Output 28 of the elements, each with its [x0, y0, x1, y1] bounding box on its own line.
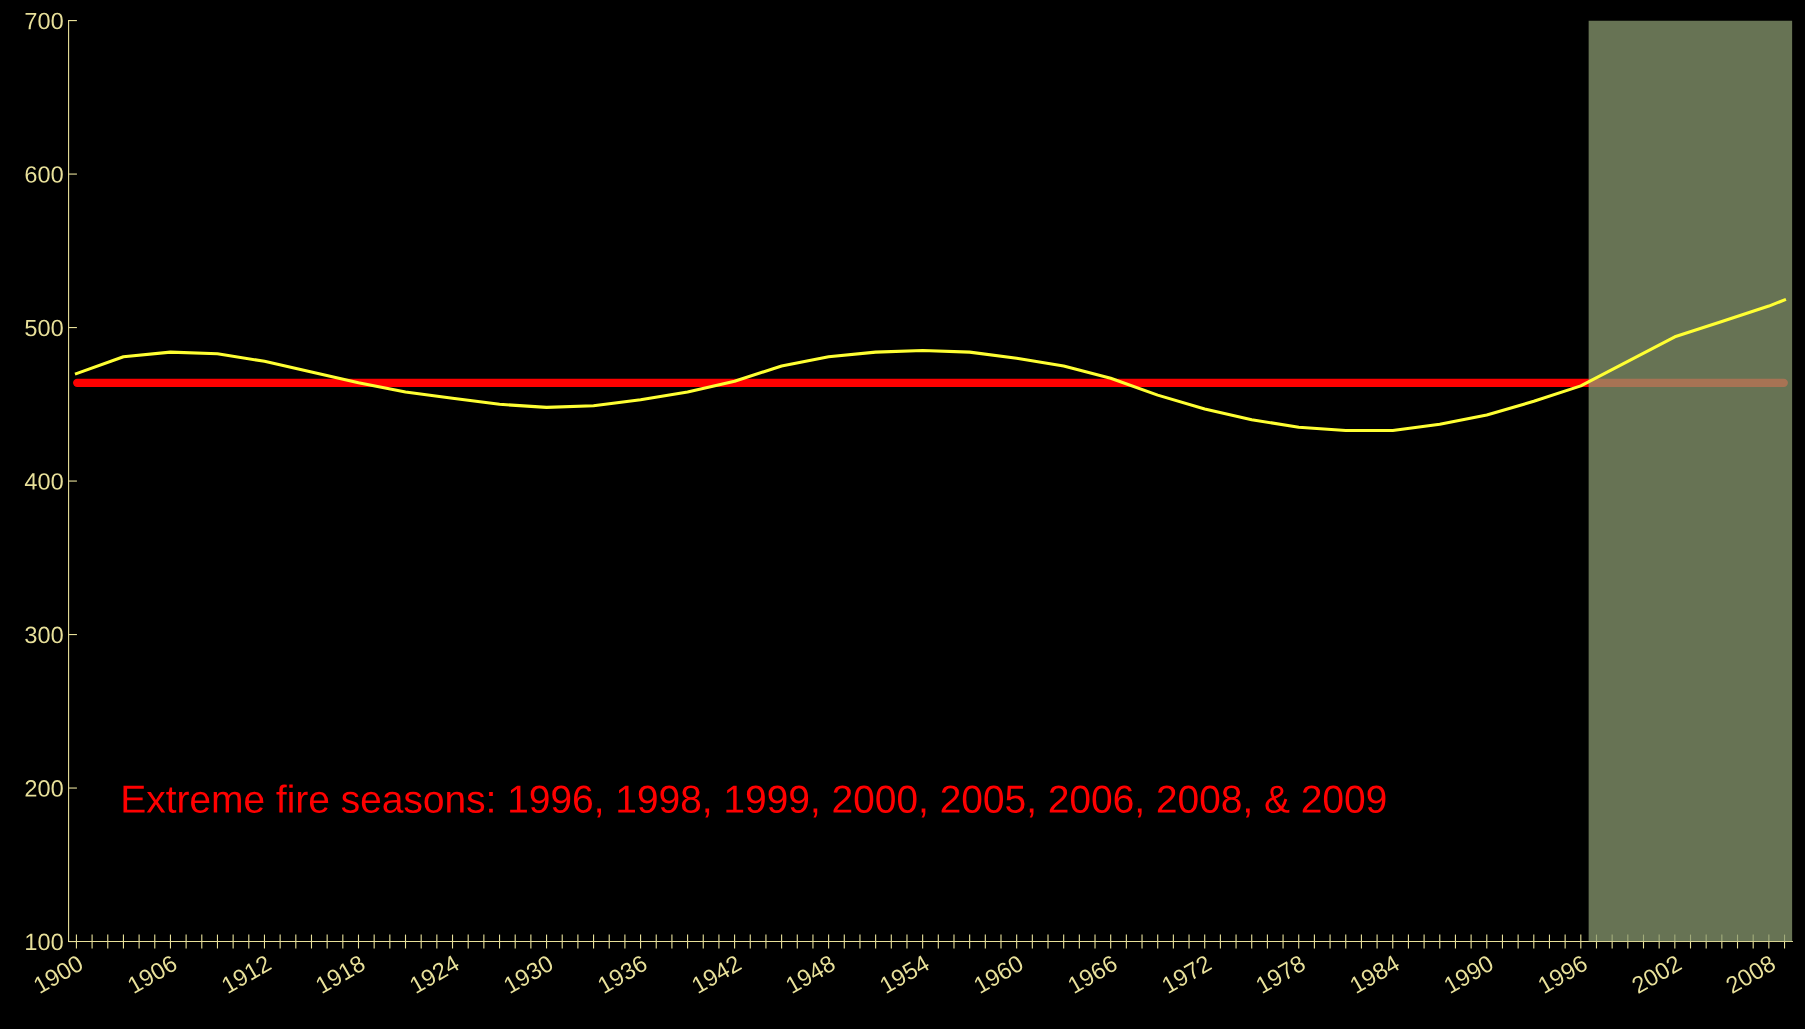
y-tick-label: 400 — [24, 473, 63, 490]
x-tick-label: 1906 — [126, 954, 179, 994]
x-tick-label: 1936 — [596, 954, 649, 994]
line-series — [74, 298, 1787, 432]
y-tick-label: 100 — [26, 933, 63, 951]
x-tick-label: 1954 — [879, 954, 931, 994]
x-tick-label: 1912 — [220, 954, 273, 994]
x-tick-label: 1978 — [1255, 954, 1307, 994]
x-tick-label: 1990 — [1443, 954, 1495, 994]
x-tick-label: 1930 — [502, 954, 555, 994]
y-tick-label: 500 — [25, 319, 63, 337]
x-tick-label: 1996 — [1537, 954, 1589, 994]
y-tick-label: 300 — [25, 626, 63, 644]
x-tick-label: 2002 — [1630, 954, 1683, 995]
x-tick-label: 1972 — [1161, 954, 1213, 994]
x-tick-label: 1966 — [1067, 954, 1119, 994]
x-tick-label: 1960 — [973, 954, 1025, 994]
x-tick-label: 1942 — [690, 954, 743, 994]
y-tick-label: 600 — [25, 166, 63, 183]
y-tick-label: 700 — [25, 12, 63, 30]
x-tick-label: 1984 — [1349, 954, 1401, 994]
x-tick-label: 1918 — [314, 954, 367, 994]
y-tick-label: 200 — [25, 780, 63, 797]
annotation: Extreme fire seasons: 1996, 1998, 1999, 2000, 2005, 2006, 2008, & 2009 — [123, 784, 1386, 818]
x-tick-label: 1948 — [785, 954, 837, 994]
x-tick-label: 2008 — [1724, 954, 1777, 995]
x-tick-label: 1924 — [408, 954, 461, 994]
x-tick-label: 1900 — [32, 954, 85, 994]
